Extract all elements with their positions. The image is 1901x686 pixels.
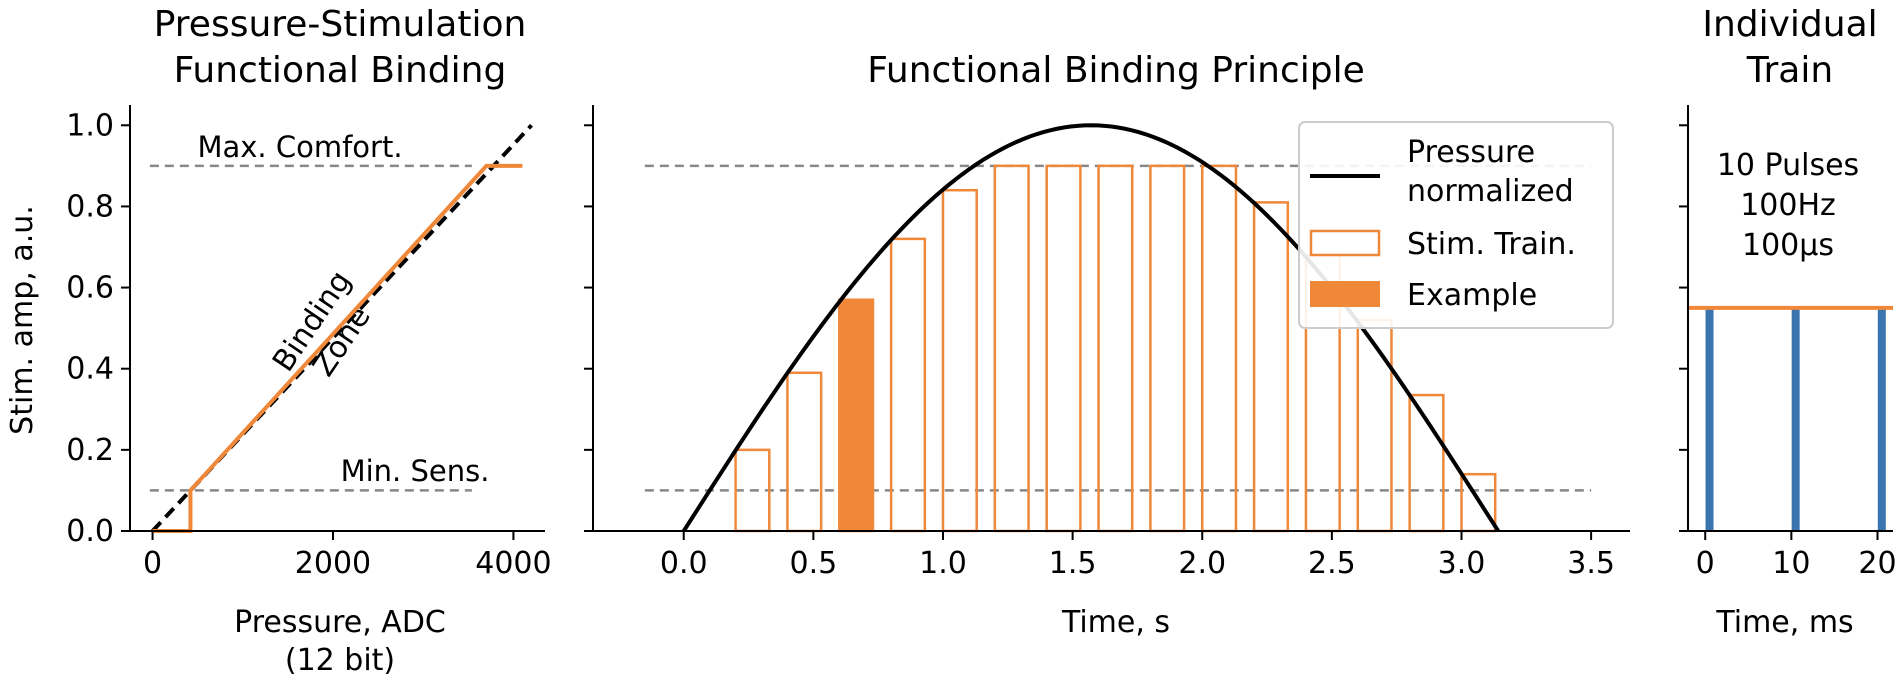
- binding-ytick-label: 0.2: [66, 433, 114, 468]
- stim-train-bar: [1045, 164, 1082, 533]
- binding-title-line-2: Functional Binding: [174, 50, 507, 91]
- stim-train-bar: [1097, 164, 1134, 533]
- stim-train-bar: [1356, 318, 1393, 533]
- max-comfort-label: Max. Comfort.: [197, 130, 402, 164]
- legend-frame: [1298, 121, 1614, 329]
- principle-xtick-label: 1.0: [919, 546, 967, 581]
- principle-xtick-label: 3.0: [1438, 546, 1486, 581]
- train-panel: Individual Train Time, ms 10 Pulses 100H…: [1679, 4, 1897, 640]
- binding-ytick-label: 0.4: [66, 352, 114, 387]
- legend-filled-swatch: [1310, 281, 1380, 307]
- train-annotation-line-2: 100Hz: [1740, 188, 1836, 223]
- stim-train-bar: [1200, 164, 1238, 533]
- binding-title-line-1: Pressure-Stimulation: [154, 4, 527, 45]
- train-title-line-1: Individual: [1702, 4, 1877, 45]
- binding-ytick-label: 1.0: [66, 108, 114, 143]
- stim-train-bar: [786, 371, 823, 533]
- principle-xtick-label: 0.5: [790, 546, 838, 581]
- stim-train-bar: [1408, 393, 1445, 533]
- train-xlabel: Time, ms: [1715, 605, 1853, 640]
- stim-train-bar: [941, 188, 978, 533]
- legend-label-pressure-line-2: normalized: [1407, 174, 1574, 209]
- principle-xtick-label: 1.5: [1049, 546, 1097, 581]
- binding-xlabel-line-1: Pressure, ADC: [234, 605, 446, 640]
- stim-train-bar: [889, 237, 927, 533]
- example-stim-bar: [838, 298, 875, 533]
- principle-title: Functional Binding Principle: [867, 50, 1365, 91]
- principle-legend: Pressure normalized Stim. Train. Example: [1298, 121, 1614, 329]
- identity-dashed-line: [151, 123, 533, 533]
- train-title-line-2: Train: [1746, 50, 1833, 91]
- principle-xtick-label: 3.5: [1567, 546, 1615, 581]
- binding-panel: Pressure-Stimulation Functional Binding …: [5, 4, 552, 678]
- principle-xtick-label: 2.0: [1178, 546, 1226, 581]
- principle-xlabel: Time, s: [1061, 605, 1170, 640]
- binding-ytick-label: 0.8: [66, 189, 114, 224]
- train-annotation-line-3: 100µs: [1742, 228, 1834, 263]
- binding-ytick-label: 0.0: [66, 514, 114, 549]
- binding-xlabel-line-2: (12 bit): [285, 643, 395, 678]
- train-xtick-label: 10: [1772, 546, 1810, 581]
- legend-label-example: Example: [1407, 278, 1537, 313]
- binding-xtick-label: 2000: [295, 546, 371, 581]
- binding-xtick-label: 0: [143, 546, 162, 581]
- stim-train-bar: [1149, 164, 1186, 533]
- principle-xtick-label: 0.0: [660, 546, 708, 581]
- legend-hollow-swatch: [1309, 229, 1381, 257]
- legend-label-pressure-line-1: Pressure: [1407, 135, 1535, 170]
- stim-train-bar: [1252, 201, 1290, 533]
- legend-label-stim-train: Stim. Train.: [1407, 227, 1576, 262]
- stim-train-bar: [993, 164, 1030, 533]
- binding-ylabel: Stim. amp, a.u.: [5, 205, 40, 435]
- principle-xtick-label: 2.5: [1308, 546, 1356, 581]
- train-xtick-label: 0: [1696, 546, 1715, 581]
- binding-ytick-label: 0.6: [66, 271, 114, 306]
- train-annotation-line-1: 10 Pulses: [1717, 148, 1859, 183]
- principle-panel: Functional Binding Principle Time, s 0.0…: [584, 50, 1630, 640]
- train-xtick-label: 20: [1858, 546, 1896, 581]
- min-sens-label: Min. Sens.: [341, 454, 490, 488]
- binding-xtick-label: 4000: [475, 546, 551, 581]
